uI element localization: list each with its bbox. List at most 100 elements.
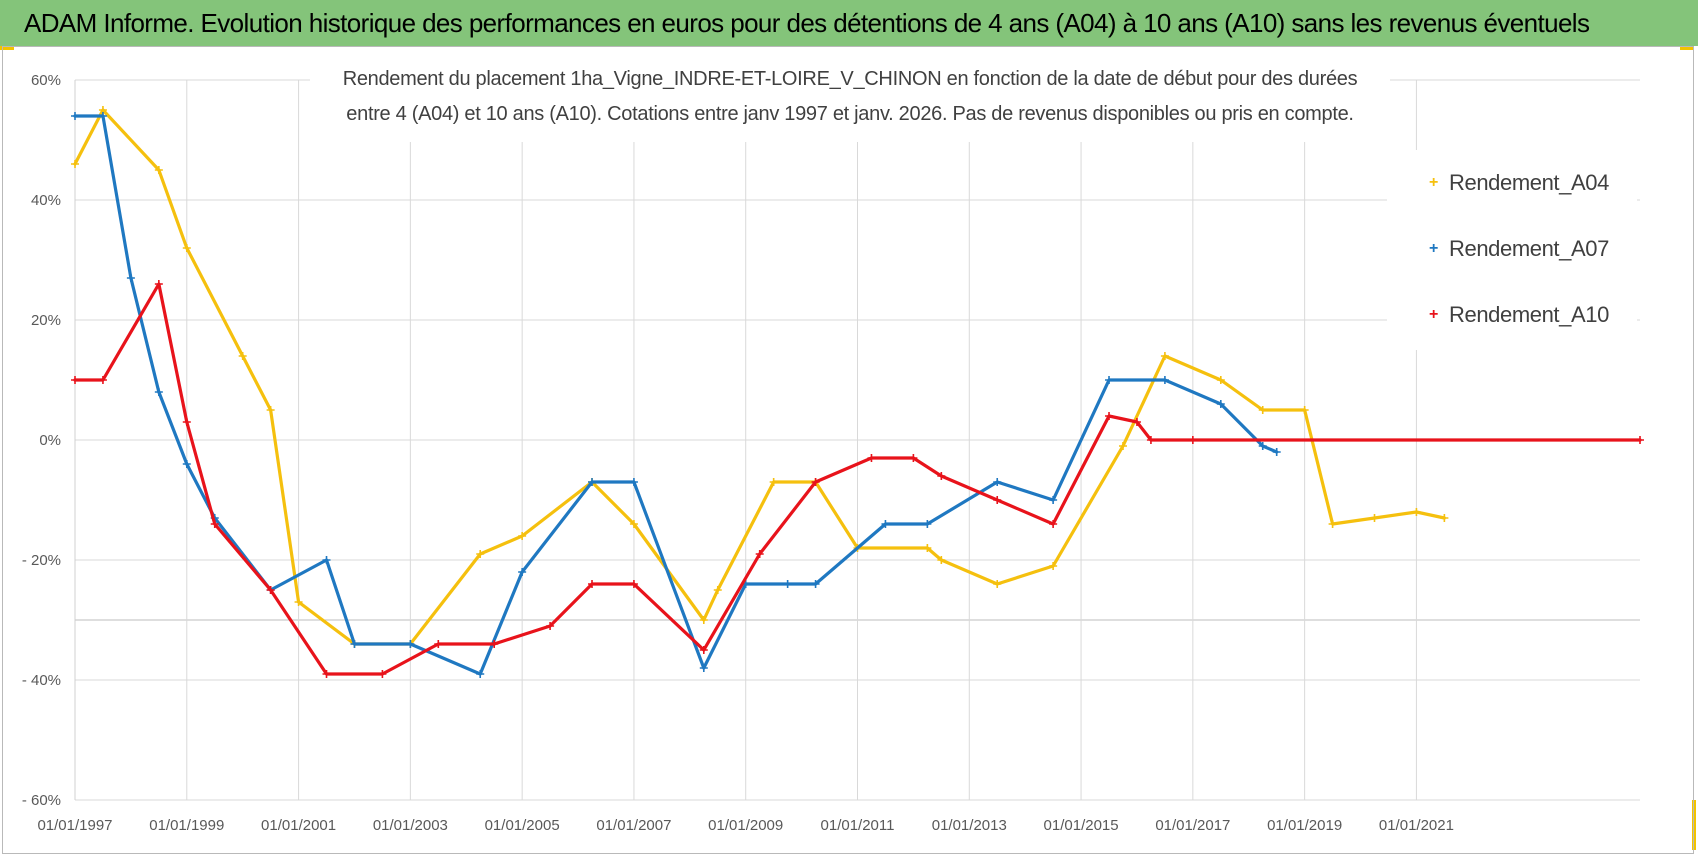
data-point-rendement_a10 <box>98 376 107 384</box>
chart-legend: + Rendement_A04 + Rendement_A07 + Rendem… <box>1387 150 1637 350</box>
data-point-rendement_a04 <box>769 478 778 486</box>
chart-subtitle: Rendement du placement 1ha_Vigne_INDRE-E… <box>310 62 1390 142</box>
x-tick-label: 01/01/2001 <box>261 817 336 834</box>
x-tick-label: 01/01/2019 <box>1267 817 1342 834</box>
subtitle-line-2: entre 4 (A04) et 10 ans (A10). Cotations… <box>346 103 1354 125</box>
data-point-rendement_a04 <box>923 544 932 552</box>
data-point-rendement_a10 <box>210 520 219 528</box>
data-point-rendement_a07 <box>350 640 359 648</box>
data-point-rendement_a04 <box>518 532 527 540</box>
data-point-rendement_a04 <box>1370 514 1379 522</box>
data-point-rendement_a07 <box>783 580 792 588</box>
legend-item-a07: + Rendement_A07 <box>1429 236 1609 262</box>
data-point-rendement_a10 <box>1636 436 1644 444</box>
corner-accent-tl <box>0 46 14 50</box>
data-point-rendement_a10 <box>993 496 1002 504</box>
data-point-rendement_a04 <box>629 520 638 528</box>
data-point-rendement_a04 <box>1412 508 1421 516</box>
legend-label-a07: Rendement_A07 <box>1449 236 1609 261</box>
data-point-rendement_a10 <box>937 472 946 480</box>
y-tick-label: - 40% <box>22 672 61 689</box>
data-point-rendement_a04 <box>713 586 722 594</box>
corner-accent-br <box>1692 800 1696 850</box>
x-tick-label: 01/01/2013 <box>932 817 1007 834</box>
x-tick-label: 01/01/2011 <box>821 817 895 834</box>
y-tick-label: 60% <box>31 72 61 89</box>
data-point-rendement_a10 <box>1132 418 1141 426</box>
data-point-rendement_a04 <box>1300 406 1309 414</box>
data-point-rendement_a04 <box>154 166 163 174</box>
x-tick-label: 01/01/2005 <box>485 817 560 834</box>
legend-marker-a07: + <box>1429 240 1439 257</box>
data-point-rendement_a07 <box>1160 376 1169 384</box>
data-point-rendement_a04 <box>182 244 191 252</box>
legend-label-a04: Rendement_A04 <box>1449 170 1609 195</box>
data-point-rendement_a04 <box>937 556 946 564</box>
data-point-rendement_a10 <box>266 586 275 594</box>
x-tick-label: 01/01/2009 <box>708 817 783 834</box>
data-point-rendement_a10 <box>182 418 191 426</box>
y-tick-label: - 60% <box>22 792 61 809</box>
x-tick-label: 01/01/1999 <box>149 817 224 834</box>
legend-item-a10: + Rendement_A10 <box>1429 302 1609 328</box>
data-point-rendement_a07 <box>518 568 527 576</box>
series-line-rendement_a04 <box>73 108 1446 646</box>
data-point-rendement_a04 <box>476 550 485 558</box>
legend-item-a04: + Rendement_A04 <box>1429 170 1609 196</box>
data-point-rendement_a07 <box>923 520 932 528</box>
x-tick-label: 01/01/2003 <box>373 817 448 834</box>
data-point-rendement_a07 <box>629 478 638 486</box>
x-tick-label: 01/01/1997 <box>37 817 112 834</box>
x-tick-label: 01/01/2007 <box>596 817 671 834</box>
chart-border <box>2 46 1694 854</box>
subtitle-line-1: Rendement du placement 1ha_Vigne_INDRE-E… <box>342 68 1358 90</box>
data-point-rendement_a10 <box>755 550 764 558</box>
x-tick-label: 01/01/2015 <box>1044 817 1119 834</box>
data-point-rendement_a07 <box>1258 442 1267 450</box>
y-tick-label: 0% <box>39 432 61 449</box>
data-point-rendement_a04 <box>294 598 303 606</box>
data-point-rendement_a07 <box>1105 376 1114 384</box>
page-title: ADAM Informe. Evolution historique des p… <box>24 7 1590 38</box>
legend-label-a10: Rendement_A10 <box>1449 302 1609 327</box>
corner-accent-tr <box>1680 46 1694 50</box>
data-point-rendement_a10 <box>1105 412 1114 420</box>
series-line-rendement_a10 <box>73 282 1642 676</box>
data-point-rendement_a10 <box>588 580 597 588</box>
data-point-rendement_a04 <box>1258 406 1267 414</box>
data-point-rendement_a07 <box>322 556 331 564</box>
data-point-rendement_a10 <box>322 670 331 678</box>
header-bar: ADAM Informe. Evolution historique des p… <box>0 0 1698 46</box>
data-point-rendement_a07 <box>699 664 708 672</box>
data-point-rendement_a10 <box>629 580 638 588</box>
data-point-rendement_a10 <box>71 376 79 384</box>
data-point-rendement_a07 <box>1216 400 1225 408</box>
y-tick-label: - 20% <box>22 552 61 569</box>
legend-marker-a10: + <box>1429 306 1439 323</box>
data-point-rendement_a10 <box>867 454 876 462</box>
data-point-rendement_a07 <box>126 274 135 282</box>
data-point-rendement_a04 <box>993 580 1002 588</box>
data-point-rendement_a07 <box>71 112 79 120</box>
data-point-rendement_a07 <box>811 580 820 588</box>
data-point-rendement_a10 <box>490 640 499 648</box>
data-point-rendement_a04 <box>266 406 275 414</box>
data-point-rendement_a10 <box>1049 520 1058 528</box>
data-point-rendement_a07 <box>1272 448 1281 456</box>
data-point-rendement_a04 <box>238 352 247 360</box>
data-point-rendement_a04 <box>1328 520 1337 528</box>
data-point-rendement_a10 <box>1146 436 1155 444</box>
data-point-rendement_a07 <box>476 670 485 678</box>
data-point-rendement_a04 <box>71 160 79 168</box>
data-point-rendement_a10 <box>546 622 555 630</box>
data-point-rendement_a07 <box>98 112 107 120</box>
data-point-rendement_a10 <box>434 640 443 648</box>
data-point-rendement_a07 <box>993 478 1002 486</box>
data-point-rendement_a10 <box>154 280 163 288</box>
data-point-rendement_a10 <box>699 646 708 654</box>
x-tick-label: 01/01/2021 <box>1379 817 1454 834</box>
data-point-rendement_a10 <box>378 670 387 678</box>
data-point-rendement_a10 <box>811 478 820 486</box>
data-point-rendement_a04 <box>1049 562 1058 570</box>
